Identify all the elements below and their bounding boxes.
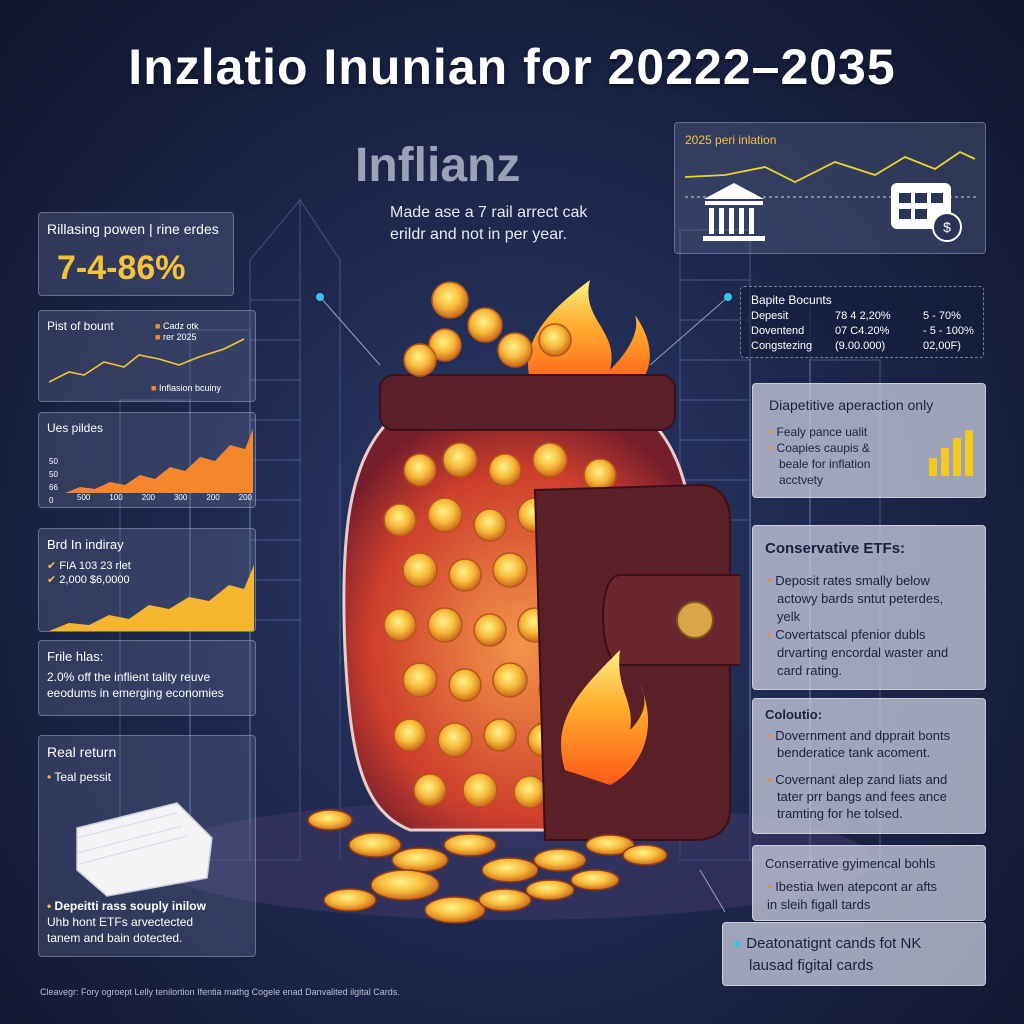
legend-1: Cadz otk — [162, 321, 199, 331]
tagline-line-2: erildr and not in per year. — [390, 226, 567, 243]
towel-icon — [76, 802, 213, 897]
line-2: 2,000 $6,0000 — [59, 574, 130, 586]
text-2: Uhb hont ETFs arvectected — [47, 915, 194, 929]
card-label: 2025 peri inlation — [685, 133, 777, 147]
area-chart-yellow — [49, 565, 254, 631]
bullet-2: Covertatscal pfenior dubls — [775, 627, 926, 642]
bullet-1: Dovernment and dpprait bonts — [775, 728, 951, 743]
card-label: Rillasing powen | rine erdes — [47, 221, 219, 237]
bullet-2c: acctvety — [779, 473, 824, 487]
flame-side — [561, 650, 649, 785]
y-tick-4: 0 — [49, 496, 54, 505]
bullet-2b: tater prr bangs and fees ance — [777, 789, 947, 804]
page-title: Inzlatio Inunian for 20222–2035 — [128, 39, 896, 95]
bullet-1: Ibestia lwen atepcont ar afts — [775, 879, 938, 894]
row-name: Doventend — [751, 325, 805, 337]
bullet-1b: actowy bards sntut peterdes, — [777, 591, 944, 606]
legend-2: rer 2025 — [162, 332, 197, 342]
bullet-2b: drvarting encordal waster and — [777, 645, 949, 660]
line-chart — [49, 338, 245, 383]
y-tick-2: 50 — [49, 470, 58, 479]
calculator-card-icon: $ — [891, 183, 962, 242]
bullet-1: Fealy pance ualit — [776, 425, 868, 439]
card-solution: Coloutio: • Dovernment and dpprait bonts… — [752, 698, 986, 834]
card-purchasing-power: Rillasing powen | rine erdes 7-4-86% — [38, 212, 234, 296]
card-label: Coloutio: — [765, 707, 823, 722]
x-tick-6: 200 — [238, 493, 252, 502]
card-label: Real return — [47, 744, 117, 760]
text-3: tanem and bain dotected. — [47, 931, 183, 945]
x-tick-3: 200 — [141, 493, 156, 502]
subtitle: Inflianz — [355, 139, 521, 192]
card-label: Brd In indiray — [47, 537, 124, 552]
card-uses-chart: Ues pildes 50 50 66 0 500 100 200 300 20… — [38, 412, 256, 508]
card-competitive-operation: Diapetitive aperaction only • Fealy panc… — [752, 383, 986, 498]
line-1: Deatonatignt cands fot NK — [746, 935, 922, 952]
row-b: 02,00F) — [923, 340, 961, 352]
tagline-line-1: Made ase a 7 rail arrect cak — [390, 204, 588, 221]
row-a: 78 4 2,20% — [835, 310, 891, 322]
bank-icon — [703, 183, 765, 241]
text-1: Depeitti rass souply inilow — [54, 899, 206, 913]
row-a: (9.00.000) — [835, 340, 886, 352]
card-conservative-bonds: Conserrative gyimencal bohls • Ibestia l… — [752, 845, 986, 921]
line-2: lausad figital cards — [749, 957, 874, 974]
footnote: Cleavegr: Fory ogroept Lelly tenilortion… — [40, 987, 400, 997]
bullet-2: Coapies caupis & — [776, 441, 870, 455]
card-label: Conservative ETFs: — [765, 540, 906, 557]
bullet-1: Teal pessit — [54, 770, 112, 784]
x-tick-1: 500 — [77, 493, 91, 502]
bullet-1b: benderatice tank acoment. — [777, 745, 931, 760]
y-tick-1: 50 — [49, 457, 58, 466]
bullet-1b: in sleih figall tards — [767, 897, 871, 912]
card-cost-chart: Pist of bount ■ Cadz otk ■ rer 2025 ■ In… — [38, 310, 256, 402]
row-b: - 5 - 100% — [923, 325, 974, 337]
bullet-2b: beale for inflation — [779, 457, 871, 471]
legend-3: Inflasion bcuiny — [158, 383, 221, 393]
bullet-2c: tramting for he tolsed. — [777, 806, 903, 821]
bar-chart-icon — [929, 430, 973, 476]
card-file-notes: Frile hlas: 2.0% off the inflient tality… — [38, 640, 256, 716]
card-inflation-2025: 2025 peri inlation $ — [674, 122, 986, 254]
card-label: Pist of bount — [47, 319, 114, 333]
card-label: Ues pildes — [47, 421, 104, 435]
card-label: Bapite Bocunts — [751, 293, 832, 307]
bullet-2: Covernant alep zand liats and — [775, 772, 948, 787]
row-a: 07 C4.20% — [835, 325, 890, 337]
svg-text:$: $ — [943, 219, 951, 235]
row-name: Depesit — [751, 310, 789, 322]
card-label: Frile hlas: — [47, 649, 104, 664]
jar-wallet-illustration — [307, 280, 740, 924]
y-tick-3: 66 — [49, 483, 58, 492]
card-index-chart: Brd In indiray ✔ FIA 103 23 rlet ✔ 2,000… — [38, 528, 256, 632]
x-tick-4: 300 — [173, 493, 188, 502]
card-label: Diapetitive aperaction only — [769, 397, 934, 413]
wallet-clasp — [676, 601, 714, 639]
bullet-1: Deposit rates smally below — [775, 573, 930, 588]
row-name: Congstezing — [751, 340, 813, 352]
bullet-2c: card rating. — [777, 663, 843, 678]
x-tick-5: 200 — [206, 493, 220, 502]
line-1: FIA 103 23 rlet — [59, 560, 131, 572]
percent-value: 7-4-86% — [57, 249, 186, 287]
area-chart — [65, 429, 253, 493]
line-2: eeodums in emerging economies — [47, 686, 224, 700]
card-real-return: Real return • Teal pessit • Depeitti ras… — [38, 735, 256, 957]
flame-top — [528, 280, 650, 390]
card-deposit-accounts: Bapite Bocunts Depesit 78 4 2,20% 5 - 70% … — [740, 286, 984, 358]
tagline: Made ase a 7 rail arrect cak erildr and … — [390, 202, 610, 246]
card-label: Conserrative gyimencal bohls — [765, 856, 936, 871]
line-1: 2.0% off the inflient tality reuve — [47, 670, 211, 684]
x-tick-2: 100 — [109, 493, 123, 502]
card-digital-cards: ● Deatonatignt cands fot NK lausad figit… — [722, 922, 986, 986]
card-conservative-etfs: Conservative ETFs: • Deposit rates small… — [752, 525, 986, 690]
bullet-1c: yelk — [777, 609, 801, 624]
row-b: 5 - 70% — [923, 310, 961, 322]
